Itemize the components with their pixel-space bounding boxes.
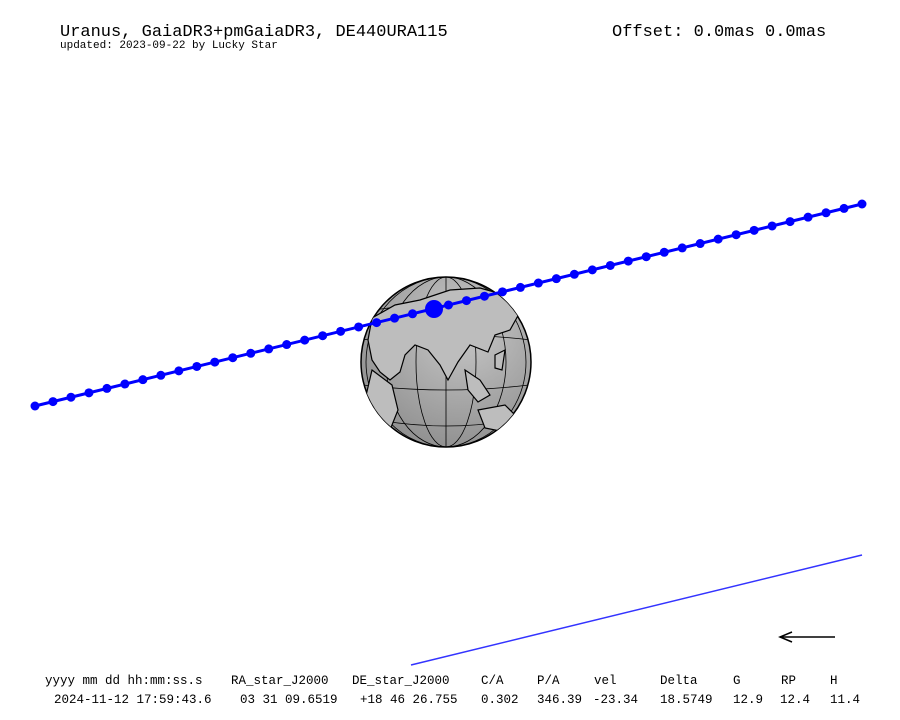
cell: +18 46 26.755 bbox=[360, 693, 458, 707]
path-dot bbox=[156, 370, 166, 380]
direction-arrow bbox=[778, 631, 835, 643]
path-dot bbox=[30, 401, 40, 411]
path-dot bbox=[48, 397, 58, 407]
path-dot bbox=[551, 274, 561, 284]
path-dot bbox=[84, 388, 94, 398]
path-dot bbox=[192, 361, 202, 371]
path-dot bbox=[372, 318, 382, 328]
path-dot bbox=[659, 247, 669, 257]
event-table: yyyy mm dd hh:mm:ss.s RA_star_J2000 DE_sta… bbox=[45, 674, 860, 707]
cell: 346.39 bbox=[537, 693, 582, 707]
path-dot bbox=[444, 300, 453, 310]
path-dot bbox=[515, 282, 525, 292]
closest-approach bbox=[425, 300, 443, 318]
path-dot bbox=[174, 366, 184, 376]
column-header: RA_star_J2000 bbox=[231, 674, 329, 688]
path-dot bbox=[623, 256, 633, 266]
path-dot bbox=[587, 265, 597, 275]
shadow-path bbox=[30, 199, 867, 411]
path-dot bbox=[803, 212, 813, 222]
path-dot bbox=[210, 357, 220, 367]
cell: 12.4 bbox=[780, 693, 810, 707]
path-dot bbox=[785, 217, 795, 227]
path-dot bbox=[677, 243, 687, 253]
path-dot bbox=[605, 260, 615, 270]
cell: -23.34 bbox=[593, 693, 638, 707]
path-dot bbox=[228, 353, 238, 363]
path-dot bbox=[282, 340, 292, 350]
path-dot bbox=[120, 379, 130, 389]
column-header: H bbox=[830, 674, 838, 688]
cell: 18.5749 bbox=[660, 693, 713, 707]
path-dot bbox=[354, 322, 364, 332]
column-header: vel bbox=[594, 674, 617, 688]
path-dot bbox=[641, 252, 651, 262]
path-dot bbox=[264, 344, 274, 354]
path-dot bbox=[839, 203, 849, 213]
column-header: C/A bbox=[481, 674, 504, 688]
path-dot bbox=[300, 335, 310, 345]
path-dot bbox=[821, 208, 831, 218]
path-dot bbox=[318, 331, 328, 341]
path-dot bbox=[66, 392, 76, 402]
cell: 12.9 bbox=[733, 693, 763, 707]
column-header: G bbox=[733, 674, 741, 688]
cell: 0.302 bbox=[481, 693, 519, 707]
path-dot bbox=[336, 326, 346, 336]
path-dot bbox=[102, 383, 112, 393]
path-dot bbox=[408, 309, 418, 319]
path-dot bbox=[390, 313, 400, 323]
path-dot bbox=[569, 269, 579, 279]
path-dot bbox=[497, 287, 507, 297]
path-dot bbox=[533, 278, 543, 288]
path-dot bbox=[461, 296, 471, 306]
offset: Offset: 0.0mas 0.0mas bbox=[612, 23, 826, 42]
column-header: Delta bbox=[660, 674, 698, 688]
updated-note: updated: 2023-09-22 by Lucky Star bbox=[60, 40, 278, 52]
path-dot bbox=[479, 291, 489, 301]
cell: 03 31 09.6519 bbox=[240, 693, 338, 707]
path-dot bbox=[767, 221, 777, 231]
path-dot bbox=[246, 348, 256, 358]
column-header: DE_star_J2000 bbox=[352, 674, 450, 688]
path-dot bbox=[695, 239, 705, 249]
cell: 2024-11-12 17:59:43.6 bbox=[54, 693, 212, 707]
path-dot bbox=[138, 375, 148, 385]
column-header: RP bbox=[781, 674, 796, 688]
path-dot bbox=[749, 225, 759, 235]
path-dot bbox=[731, 230, 741, 240]
path-dot bbox=[713, 234, 723, 244]
cell: 11.4 bbox=[830, 693, 860, 707]
title: Uranus, GaiaDR3+pmGaiaDR3, DE440URA115 bbox=[60, 23, 448, 42]
column-header: yyyy mm dd hh:mm:ss.s bbox=[45, 674, 203, 688]
path-dot bbox=[857, 199, 867, 209]
limit-line bbox=[410, 554, 863, 666]
column-header: P/A bbox=[537, 674, 560, 688]
